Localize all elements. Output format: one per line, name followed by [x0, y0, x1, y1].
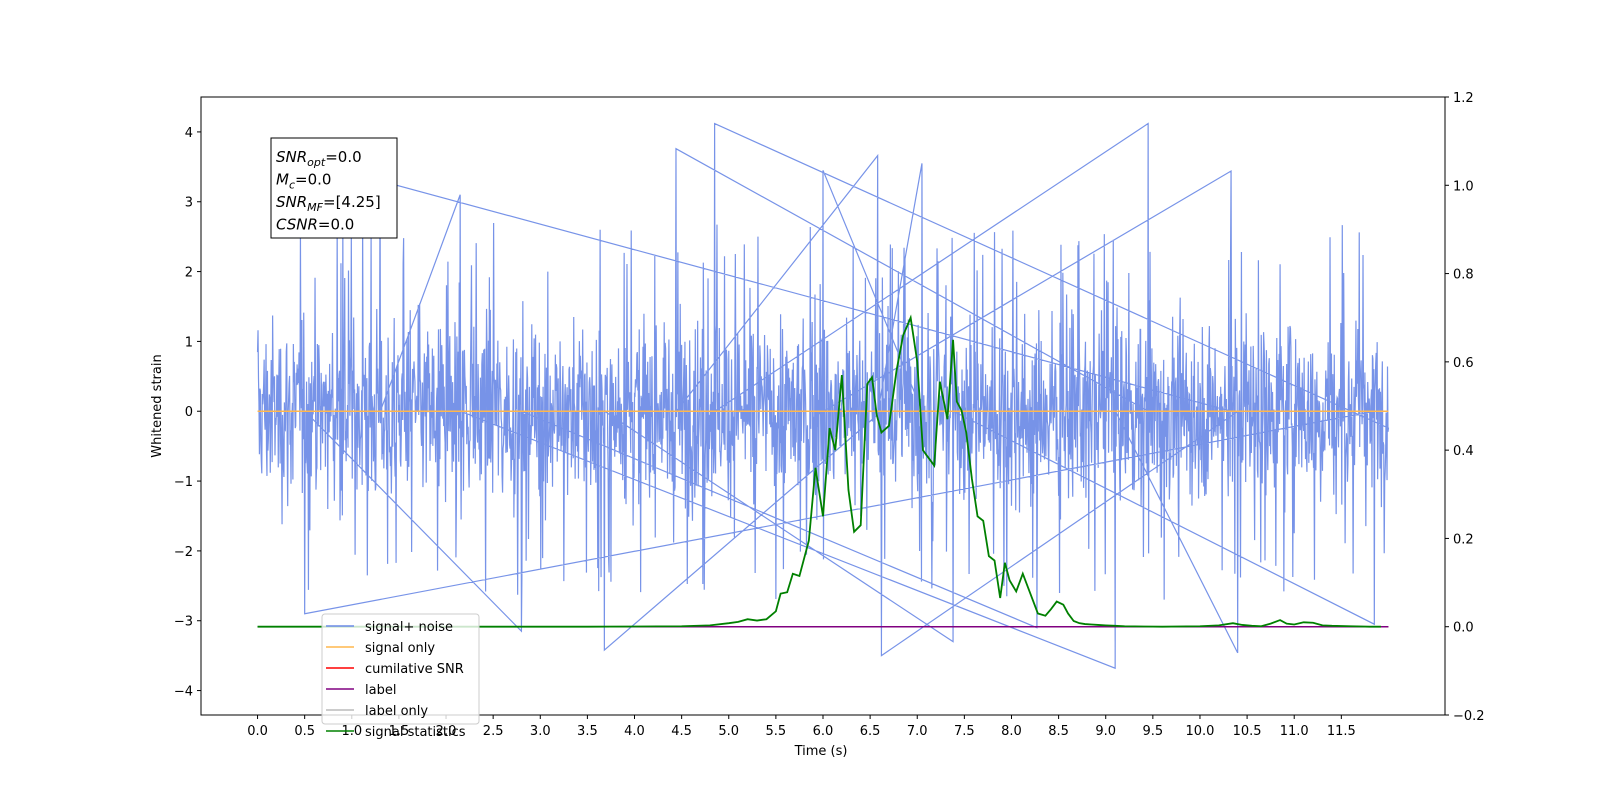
x-tick-label: 2.5	[483, 724, 504, 739]
x-tick-label: 10.5	[1233, 724, 1262, 739]
y-axis-label: Whitened strain	[150, 354, 165, 457]
x-tick-label: 5.0	[718, 724, 739, 739]
y2-tick-label: 0.0	[1453, 621, 1474, 636]
x-axis-label: Time (s)	[794, 744, 848, 759]
x-tick-label: 1.5	[389, 724, 410, 739]
y-tick-label: −3	[174, 615, 193, 630]
series-line-signal-noise	[256, 122, 1390, 670]
y-tick-label: 1	[185, 335, 193, 350]
y-tick-label: −2	[174, 545, 193, 560]
x-tick-label: 5.5	[766, 724, 787, 739]
x-tick-label: 4.0	[624, 724, 645, 739]
legend-label: label	[365, 683, 396, 698]
x-tick-label: 4.5	[671, 724, 692, 739]
y2-tick-label: 0.8	[1453, 268, 1474, 283]
x-tick-label: 11.0	[1280, 724, 1309, 739]
y-tick-label: 0	[185, 405, 193, 420]
x-tick-label: 3.5	[577, 724, 598, 739]
x-tick-label: 8.5	[1048, 724, 1069, 739]
legend-label: cumilative SNR	[365, 662, 464, 677]
y-axis-right: 1.2 1.0 0.8 0.6 0.4 0.2 0.0 −0.2	[1445, 91, 1485, 724]
y-tick-label: 4	[185, 126, 193, 141]
x-tick-label: 7.5	[954, 724, 975, 739]
legend-label: label only	[365, 704, 428, 719]
y-tick-label: −4	[174, 685, 193, 700]
x-tick-label: 0.0	[247, 724, 268, 739]
annotation-line: SNRopt=0.0	[276, 148, 362, 169]
y2-tick-label: −0.2	[1453, 709, 1485, 724]
x-tick-label: 10.0	[1185, 724, 1214, 739]
series-line-signal-statistics	[257, 314, 1381, 628]
x-tick-label: 3.0	[530, 724, 551, 739]
legend-label: signal statistics	[365, 725, 466, 740]
y2-tick-label: 1.2	[1453, 91, 1474, 106]
y-tick-label: 3	[185, 196, 193, 211]
x-tick-label: 6.0	[813, 724, 834, 739]
x-axis: 0.0 0.5 1.0 1.5 2.0 2.5 3.0 3.5 4.0 4.5 5.0 5.5 6.0 6…	[247, 715, 1356, 739]
annotation-line: CSNR=0.0	[276, 216, 354, 234]
annotation-line: SNRMF=[4.25]	[276, 193, 381, 214]
x-tick-label: 8.0	[1001, 724, 1022, 739]
legend-label: signal+ noise	[365, 620, 453, 635]
annotation-line: Mc=0.0	[276, 171, 331, 192]
y2-tick-label: 0.2	[1453, 532, 1474, 547]
y2-tick-label: 0.6	[1453, 356, 1474, 371]
y-tick-label: −1	[174, 475, 193, 490]
x-tick-label: 9.5	[1143, 724, 1164, 739]
y2-tick-label: 1.0	[1453, 179, 1474, 194]
x-tick-label: 9.0	[1095, 724, 1116, 739]
legend: signal+ noise signal only cumilative SNR la…	[321, 613, 480, 740]
y-axis-left: 4 3 2 1 0 −1 −2 −3 −4	[174, 126, 201, 700]
y2-tick-label: 0.4	[1453, 444, 1474, 459]
y-tick-label: 2	[185, 266, 193, 281]
legend-label: signal only	[365, 641, 435, 656]
x-tick-label: 6.5	[860, 724, 881, 739]
x-tick-label: 2.0	[436, 724, 457, 739]
x-tick-label: 7.0	[907, 724, 928, 739]
annotation-box	[270, 137, 398, 239]
x-tick-label: 11.5	[1327, 724, 1356, 739]
x-tick-label: 0.5	[294, 724, 315, 739]
legend-box	[321, 613, 480, 725]
